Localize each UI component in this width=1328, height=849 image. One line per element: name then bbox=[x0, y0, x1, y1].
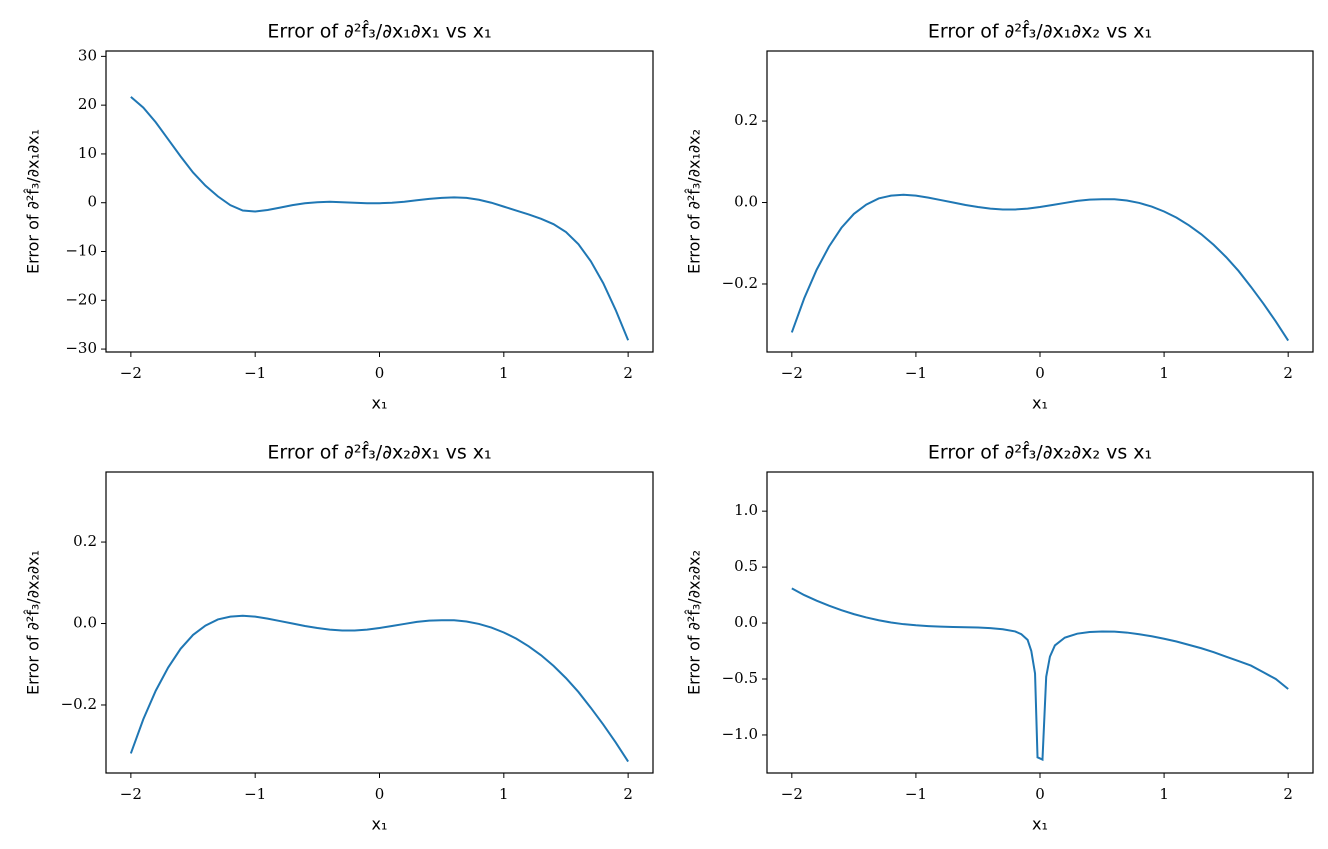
x-tick-label: 1 bbox=[499, 785, 509, 803]
y-tick-label: 0.5 bbox=[734, 557, 758, 575]
y-tick-label: −10 bbox=[65, 242, 97, 260]
y-tick-label: −0.5 bbox=[722, 669, 758, 687]
x-tick-label: 0 bbox=[1035, 364, 1045, 382]
x-tick-label: 1 bbox=[1159, 364, 1169, 382]
y-tick-label: −0.2 bbox=[722, 274, 758, 292]
x-tick-label: −2 bbox=[781, 364, 803, 382]
y-tick-label: 30 bbox=[78, 46, 97, 64]
data-line bbox=[791, 587, 1289, 762]
chart-title: Error of ∂²f̂₃/∂x₂∂x₁ vs x₁ bbox=[267, 441, 491, 463]
y-tick-label: 0 bbox=[87, 193, 97, 211]
y-tick-label: 10 bbox=[78, 144, 97, 162]
x-tick-label: −2 bbox=[120, 364, 142, 382]
y-tick-label: −1.0 bbox=[722, 725, 758, 743]
y-tick-label: −20 bbox=[65, 290, 97, 308]
chart-title: Error of ∂²f̂₃/∂x₂∂x₂ vs x₁ bbox=[928, 441, 1152, 463]
x-tick-label: 2 bbox=[623, 785, 633, 803]
data-line bbox=[790, 193, 1290, 342]
x-axis-label: x₁ bbox=[372, 815, 388, 834]
x-tick-label: −2 bbox=[120, 785, 142, 803]
x-tick-label: 2 bbox=[1283, 364, 1293, 382]
axes-frame bbox=[105, 50, 654, 353]
y-axis-label: Error of ∂²f̂₃/∂x₂∂x₂ bbox=[685, 550, 704, 695]
x-tick-label: 2 bbox=[623, 364, 633, 382]
y-tick-label: −30 bbox=[65, 339, 97, 357]
y-axis-label: Error of ∂²f̂₃/∂x₁∂x₁ bbox=[24, 129, 43, 274]
x-axis-label: x₁ bbox=[1032, 394, 1048, 413]
x-tick-label: 1 bbox=[1159, 785, 1169, 803]
x-tick-label: −1 bbox=[244, 785, 266, 803]
y-tick-label: 1.0 bbox=[734, 501, 758, 519]
x-axis-label: x₁ bbox=[1032, 815, 1048, 834]
chart-title: Error of ∂²f̂₃/∂x₁∂x₁ vs x₁ bbox=[267, 20, 491, 42]
x-tick-label: −1 bbox=[905, 364, 927, 382]
y-tick-label: 0.2 bbox=[734, 111, 758, 129]
x-tick-label: 1 bbox=[499, 364, 509, 382]
x-tick-label: −1 bbox=[905, 785, 927, 803]
x-tick-label: 0 bbox=[1035, 785, 1045, 803]
x-tick-label: 0 bbox=[375, 785, 385, 803]
axes-frame bbox=[105, 471, 654, 774]
x-tick-label: 0 bbox=[375, 364, 385, 382]
y-axis-label: Error of ∂²f̂₃/∂x₁∂x₂ bbox=[685, 129, 704, 274]
x-tick-label: −2 bbox=[781, 785, 803, 803]
data-line bbox=[130, 96, 630, 341]
x-axis-label: x₁ bbox=[372, 394, 388, 413]
y-tick-label: −0.2 bbox=[61, 695, 97, 713]
axes-frame bbox=[766, 50, 1314, 353]
y-tick-label: 20 bbox=[78, 95, 97, 113]
x-tick-label: 2 bbox=[1283, 785, 1293, 803]
x-tick-label: −1 bbox=[244, 364, 266, 382]
y-tick-label: 0.0 bbox=[734, 613, 758, 631]
y-tick-label: 0.0 bbox=[734, 193, 758, 211]
y-tick-label: 0.0 bbox=[73, 614, 97, 632]
axes-frame bbox=[766, 471, 1314, 774]
y-tick-label: 0.2 bbox=[73, 532, 97, 550]
chart-title: Error of ∂²f̂₃/∂x₁∂x₂ vs x₁ bbox=[928, 20, 1152, 42]
data-line bbox=[129, 614, 629, 763]
y-axis-label: Error of ∂²f̂₃/∂x₂∂x₁ bbox=[24, 550, 43, 695]
